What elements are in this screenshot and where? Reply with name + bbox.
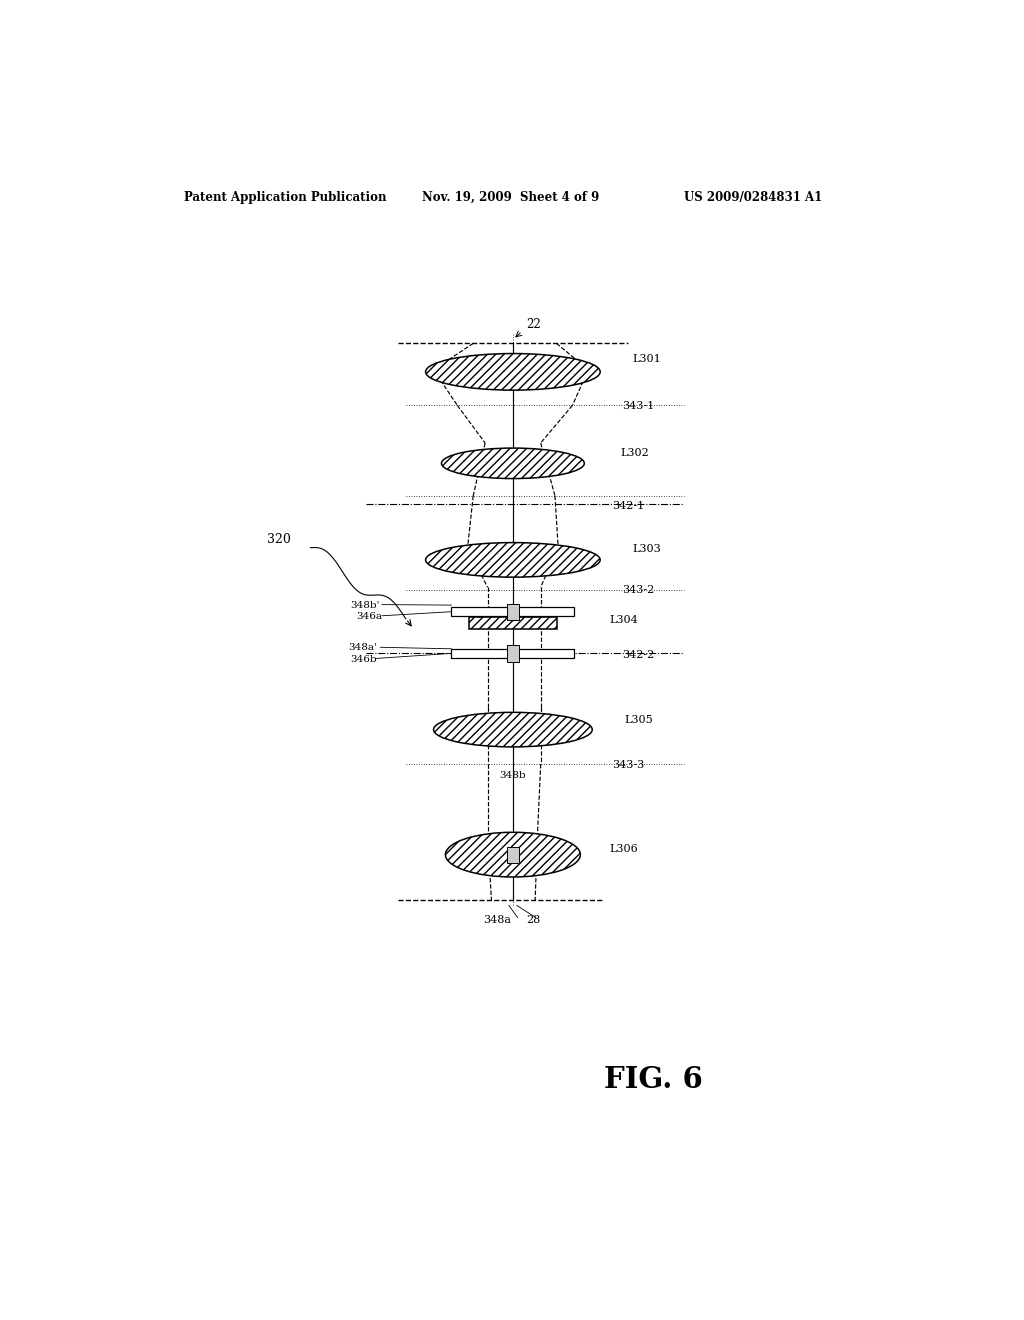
Ellipse shape xyxy=(426,543,600,577)
Text: 346b: 346b xyxy=(350,655,377,664)
Text: 342-1: 342-1 xyxy=(612,502,644,511)
Text: L305: L305 xyxy=(624,714,652,725)
Text: L303: L303 xyxy=(632,544,660,554)
Bar xyxy=(469,616,557,630)
Text: 343-2: 343-2 xyxy=(623,585,654,595)
Bar xyxy=(507,645,519,661)
Text: Nov. 19, 2009  Sheet 4 of 9: Nov. 19, 2009 Sheet 4 of 9 xyxy=(422,191,599,205)
Text: 320: 320 xyxy=(267,532,291,545)
Bar xyxy=(507,846,519,863)
Text: 28: 28 xyxy=(526,915,541,925)
Text: L304: L304 xyxy=(609,615,639,624)
Ellipse shape xyxy=(433,713,592,747)
Text: FIG. 6: FIG. 6 xyxy=(604,1065,703,1094)
Text: L302: L302 xyxy=(620,449,649,458)
Text: L306: L306 xyxy=(609,843,639,854)
Text: 22: 22 xyxy=(526,318,541,331)
Text: Patent Application Publication: Patent Application Publication xyxy=(183,191,386,205)
Text: 346a: 346a xyxy=(356,612,383,620)
Text: L301: L301 xyxy=(632,354,660,364)
Text: US 2009/0284831 A1: US 2009/0284831 A1 xyxy=(684,191,822,205)
Text: 348b: 348b xyxy=(500,771,526,780)
Ellipse shape xyxy=(441,447,585,479)
Bar xyxy=(507,603,519,620)
Text: 348a: 348a xyxy=(483,915,512,925)
Ellipse shape xyxy=(445,833,581,876)
Text: 343-1: 343-1 xyxy=(623,401,654,412)
Bar xyxy=(452,649,574,657)
Ellipse shape xyxy=(426,354,600,391)
Bar xyxy=(469,616,557,630)
Text: 343-3: 343-3 xyxy=(612,760,644,771)
Text: 348a': 348a' xyxy=(348,643,378,652)
Text: 348b': 348b' xyxy=(350,601,380,610)
Bar xyxy=(452,607,574,616)
Text: 342-2: 342-2 xyxy=(623,651,654,660)
